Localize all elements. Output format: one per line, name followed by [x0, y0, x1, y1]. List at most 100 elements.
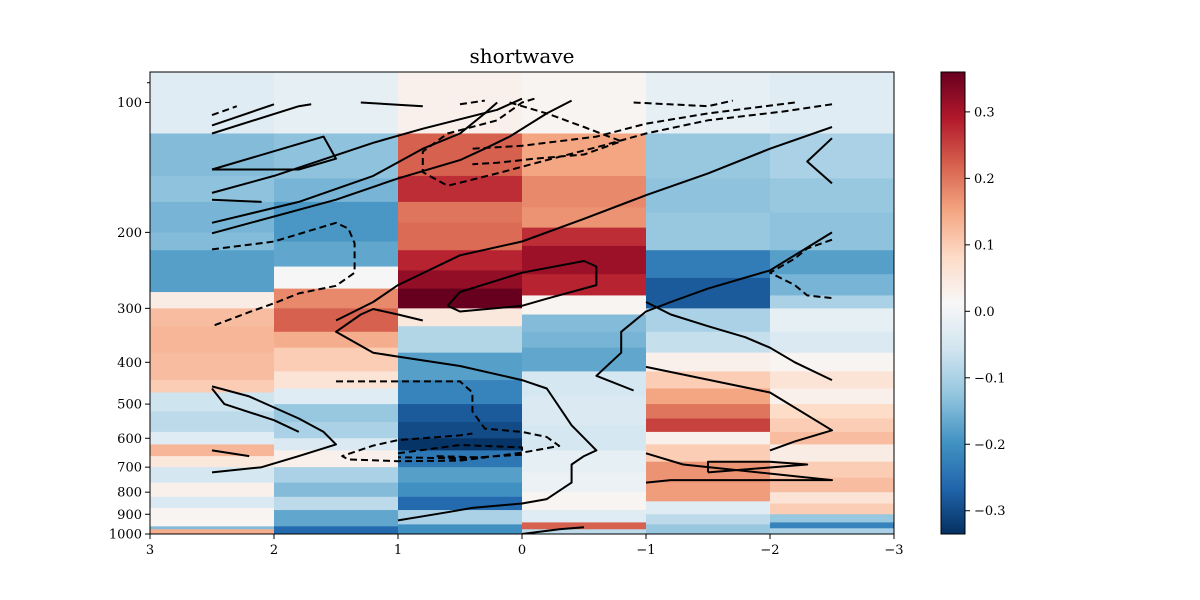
heatmap-cell-1-11 — [274, 388, 399, 405]
heatmap-cell-4-4 — [646, 250, 771, 279]
heatmap-cell-0-7 — [150, 308, 275, 327]
y-tick-label: 1000 — [109, 528, 142, 543]
heatmap-cell-4-11 — [646, 404, 771, 420]
contour-solid-22 — [335, 308, 598, 522]
heatmap-cell-2-17 — [398, 482, 523, 498]
contour-solid-14 — [360, 101, 423, 108]
heatmap-cell-2-5 — [398, 250, 523, 271]
colorbar-tick-label: −0.2 — [974, 438, 1006, 453]
contour-solid-21 — [211, 198, 262, 203]
heatmap-cell-5-21 — [770, 522, 894, 529]
contour-dashed-6 — [211, 221, 356, 328]
heatmap-cell-3-10 — [522, 347, 647, 373]
heatmap-cell-1-20 — [274, 526, 399, 534]
contour-dashed-8 — [336, 380, 561, 463]
contour-solid-12 — [211, 103, 312, 135]
heatmap-cell-4-13 — [646, 431, 771, 446]
y-tick-label: 800 — [117, 486, 142, 501]
heatmap-cell-5-2 — [770, 178, 894, 214]
heatmap-cell-1-6 — [274, 288, 399, 309]
heatmap-cell-4-14 — [646, 444, 771, 463]
heatmap-cell-4-0 — [646, 72, 771, 135]
heatmap-cell-0-20 — [150, 526, 275, 530]
heatmap-cell-0-16 — [150, 467, 275, 484]
x-tick-label: 1 — [394, 543, 402, 558]
contour-dashed-3 — [472, 101, 795, 150]
heatmap-cell-0-13 — [150, 431, 275, 446]
heatmap-cell-0-9 — [150, 352, 275, 381]
contour-solid-13 — [211, 135, 337, 171]
colorbar-tick-label: 0.0 — [974, 305, 995, 320]
heatmap-cell-1-12 — [274, 404, 399, 423]
heatmap-cell-4-10 — [646, 388, 771, 405]
heatmap-cell-5-8 — [770, 331, 894, 354]
x-tick-label: 2 — [270, 543, 278, 558]
y-tick-label: 600 — [117, 432, 142, 447]
heatmap-cells — [150, 72, 894, 534]
heatmap-cell-1-8 — [274, 331, 399, 349]
heatmap-cell-0-11 — [150, 392, 275, 413]
heatmap-cell-5-18 — [770, 492, 894, 505]
y-tick-label: 400 — [117, 356, 142, 371]
heatmap-cell-4-2 — [646, 178, 771, 214]
contour-lines — [211, 97, 833, 534]
heatmap-cell-1-16 — [274, 467, 399, 484]
heatmap-cell-2-8 — [398, 308, 523, 327]
x-tick-label: −3 — [884, 543, 903, 558]
heatmap-cell-3-14 — [522, 450, 647, 474]
heatmap-cell-0-19 — [150, 507, 275, 527]
heatmap-cell-1-10 — [274, 371, 399, 390]
y-tick-label: 500 — [117, 398, 142, 413]
heatmap-cell-0-5 — [150, 250, 275, 293]
heatmap-cell-5-13 — [770, 418, 894, 433]
contour-dashed-2 — [633, 99, 734, 108]
x-tick-label: −1 — [636, 543, 655, 558]
heatmap-cell-2-13 — [398, 421, 523, 439]
heatmap-cell-4-12 — [646, 418, 771, 433]
heatmap-cell-2-11 — [398, 380, 523, 405]
x-axis: 3 2 1 0 −1 −2 −3 — [146, 534, 904, 558]
heatmap-cell-3-18 — [522, 522, 647, 530]
heatmap-cell-0-12 — [150, 411, 275, 433]
heatmap-cell-0-3 — [150, 201, 275, 233]
heatmap-cell-3-11 — [522, 371, 647, 398]
y-tick-label: 300 — [117, 302, 142, 317]
heatmap-cell-3-7 — [522, 295, 647, 316]
contour-solid-23 — [521, 526, 585, 534]
heatmap-cell-2-0 — [398, 72, 523, 135]
heatmap-cell-1-19 — [274, 510, 399, 527]
heatmap-cell-5-12 — [770, 404, 894, 420]
heatmap-cell-2-4 — [398, 222, 523, 251]
y-axis: 100 200 300 400 500 600 700 800 900 1000 — [109, 82, 150, 543]
heatmap-cell-5-1 — [770, 133, 894, 180]
colorbar-tick-label: 0.3 — [974, 105, 995, 120]
heatmap-cell-0-17 — [150, 482, 275, 498]
heatmap-cell-2-7 — [398, 288, 523, 309]
contour-solid-19 — [806, 137, 833, 185]
heatmap-cell-0-15 — [150, 456, 275, 468]
heatmap-cell-5-9 — [770, 352, 894, 373]
colorbar-tick-label: 0.1 — [974, 238, 995, 253]
heatmap-cell-1-13 — [274, 421, 399, 439]
heatmap-cell-2-3 — [398, 201, 523, 224]
chart-title: shortwave — [470, 44, 575, 68]
heatmap-cell-4-7 — [646, 331, 771, 354]
colorbar-tick-label: 0.2 — [974, 172, 995, 187]
heatmap-cell-1-17 — [274, 482, 399, 498]
heatmap-cell-2-14 — [398, 438, 523, 451]
contour-solid-17 — [211, 99, 573, 235]
contour-solid-30 — [211, 385, 337, 474]
y-tick-label: 900 — [117, 508, 142, 523]
contour-solid-29 — [211, 449, 250, 458]
contour-solid-15 — [211, 97, 523, 194]
heatmap-cell-5-6 — [770, 295, 894, 309]
heatmap-cell-5-14 — [770, 431, 894, 446]
contour-solid-24 — [595, 231, 833, 392]
heatmap-cell-2-12 — [398, 404, 523, 423]
heatmap-cell-1-15 — [274, 450, 399, 468]
heatmap-cell-3-8 — [522, 314, 647, 333]
heatmap-cell-5-3 — [770, 212, 894, 251]
heatmap-cell-3-19 — [522, 529, 647, 534]
contour-solid-28 — [645, 452, 833, 484]
